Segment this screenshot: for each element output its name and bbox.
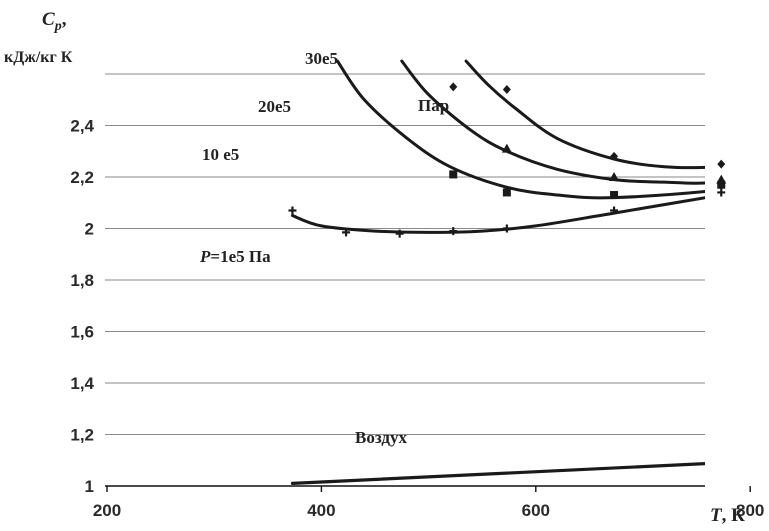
- series-line-air: [290, 462, 705, 485]
- y-tick-label: 1,8: [70, 271, 94, 290]
- x-axis-ticks: 20040060080010001200: [93, 486, 764, 520]
- data-point-1e5: [610, 206, 619, 215]
- series-label-10e5: 10 е5: [202, 145, 239, 164]
- y-tick-label: 1,2: [70, 426, 94, 445]
- x-tick-label: 400: [307, 501, 335, 520]
- group-label-steam: Пар: [418, 96, 449, 115]
- y-tick-label: 2,2: [70, 168, 94, 187]
- y-tick-label: 2,4: [70, 117, 94, 136]
- data-point-30e5: [610, 151, 619, 161]
- data-point-1e5: [288, 206, 297, 215]
- data-point-1e5: [395, 229, 404, 238]
- data-point-10e5: [502, 188, 511, 197]
- data-point-1e5: [449, 227, 458, 236]
- y-tick-label: 2: [85, 220, 94, 239]
- series-line-1e5: [291, 196, 705, 234]
- series-label-air: Воздух: [355, 428, 407, 447]
- y-axis-units: кДж/кг К: [4, 49, 73, 66]
- data-point-10e5: [717, 180, 726, 189]
- data-point-1e5: [717, 188, 726, 197]
- series-label-30e5: 30е5: [305, 49, 338, 68]
- x-tick-label: 600: [522, 501, 550, 520]
- data-point-30e5: [717, 159, 726, 169]
- data-point-10e5: [610, 191, 619, 200]
- data-point-1e5: [342, 228, 351, 237]
- data-point-30e5: [502, 84, 511, 94]
- data-point-20e5: [501, 143, 512, 153]
- data-point-1e5: [502, 224, 511, 233]
- x-axis-title: T, К: [710, 505, 745, 526]
- series-label-1e5: P=1e5 Па: [199, 247, 271, 266]
- y-tick-label: 1: [85, 477, 94, 496]
- grid: [105, 73, 705, 487]
- series-line-10e5: [336, 59, 705, 200]
- series-line-20e5: [400, 59, 705, 185]
- series-group: [290, 59, 705, 485]
- y-tick-label: 1,6: [70, 323, 94, 342]
- series-line-30e5: [464, 59, 705, 170]
- data-point-20e5: [609, 172, 620, 181]
- x-tick-label: 800: [736, 501, 764, 520]
- markers-group: [288, 82, 727, 238]
- data-point-20e5: [716, 174, 727, 184]
- y-axis-title: Cp,: [42, 9, 67, 34]
- data-point-30e5: [449, 82, 458, 92]
- y-axis-ticks: 1 1,2 1,4 1,6 1,8 2 2,2 2,4: [70, 117, 94, 497]
- x-tick-label: 200: [93, 501, 121, 520]
- y-tick-label: 1,4: [70, 374, 94, 393]
- series-label-20e5: 20е5: [258, 97, 291, 116]
- data-point-10e5: [449, 170, 458, 179]
